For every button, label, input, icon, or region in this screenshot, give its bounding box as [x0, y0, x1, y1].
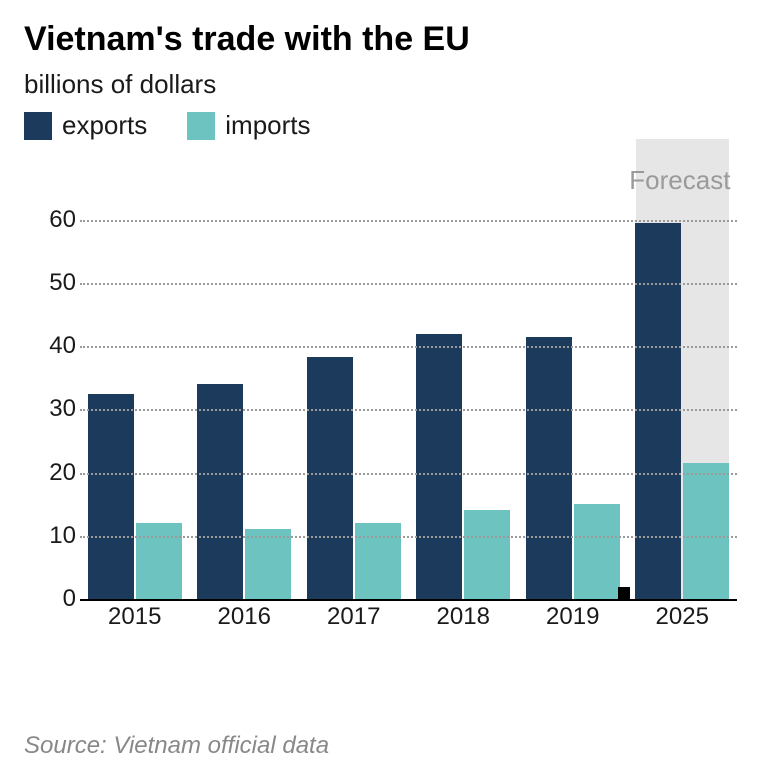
y-tick-label: 40 [28, 332, 76, 360]
legend-item-exports: exports [24, 110, 147, 141]
y-tick-label: 20 [28, 459, 76, 487]
source-text: Source: Vietnam official data [24, 732, 329, 760]
x-tick-label: 2017 [299, 603, 409, 639]
grid-line [80, 536, 737, 538]
chart-title: Vietnam's trade with the EU [24, 20, 745, 59]
bar-group [299, 169, 409, 599]
bar-imports [574, 504, 620, 599]
bar-group [409, 169, 519, 599]
bar-imports [245, 529, 291, 599]
grid-line [80, 220, 737, 222]
x-tick-label: 2016 [190, 603, 300, 639]
x-tick-label: 2018 [409, 603, 519, 639]
y-tick-label: 0 [28, 585, 76, 613]
bar-exports [88, 394, 134, 600]
axis-break-icon [618, 587, 630, 601]
grid-line [80, 346, 737, 348]
y-tick-label: 50 [28, 269, 76, 297]
chart-area: 0102030405060 Forecast 20152016201720182… [24, 169, 745, 639]
bar-exports [526, 337, 572, 599]
y-tick-label: 60 [28, 206, 76, 234]
bar-group [80, 169, 190, 599]
bar-imports [355, 523, 401, 599]
bar-group [190, 169, 300, 599]
legend: exports imports [24, 110, 745, 141]
bar-imports [683, 463, 729, 599]
bar-groups: Forecast [80, 169, 737, 599]
y-tick-label: 10 [28, 522, 76, 550]
grid-line [80, 409, 737, 411]
forecast-annotation: Forecast [629, 165, 730, 196]
bar-imports [464, 510, 510, 599]
x-labels: 201520162017201820192025 [80, 603, 737, 639]
grid-line [80, 473, 737, 475]
x-tick-label: 2015 [80, 603, 190, 639]
legend-swatch-exports [24, 112, 52, 140]
x-tick-label: 2025 [628, 603, 738, 639]
bar-group [518, 169, 628, 599]
chart-container: Vietnam's trade with the EU billions of … [0, 0, 769, 774]
plot-area: Forecast [80, 169, 737, 599]
grid-line [80, 283, 737, 285]
bar-exports [307, 357, 353, 599]
x-tick-label: 2019 [518, 603, 628, 639]
legend-label-exports: exports [62, 110, 147, 141]
bar-exports [197, 384, 243, 599]
legend-item-imports: imports [187, 110, 310, 141]
y-tick-label: 30 [28, 395, 76, 423]
bar-imports [136, 523, 182, 599]
legend-label-imports: imports [225, 110, 310, 141]
axis-baseline [80, 599, 737, 601]
legend-swatch-imports [187, 112, 215, 140]
bar-group: Forecast [628, 169, 738, 599]
bar-exports [416, 334, 462, 599]
chart-subtitle: billions of dollars [24, 69, 745, 100]
